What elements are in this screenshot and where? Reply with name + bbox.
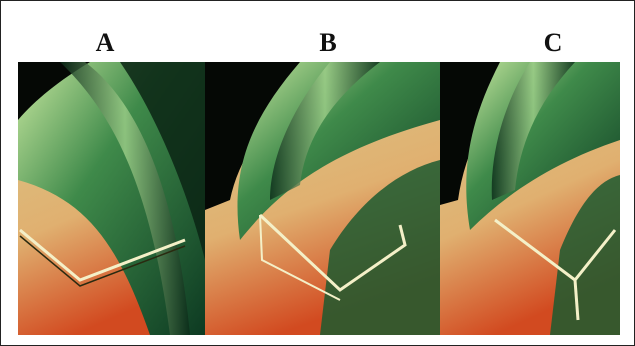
panel-image — [205, 62, 440, 335]
panel-image — [18, 62, 205, 335]
panel-label: B — [319, 28, 336, 57]
panel-image — [440, 62, 620, 335]
panel-label: C — [544, 28, 563, 57]
page: A B C (() => { const data = JSON.parse(d… — [0, 0, 635, 346]
panel-label: A — [96, 28, 115, 57]
figure: A B C — [0, 0, 635, 346]
